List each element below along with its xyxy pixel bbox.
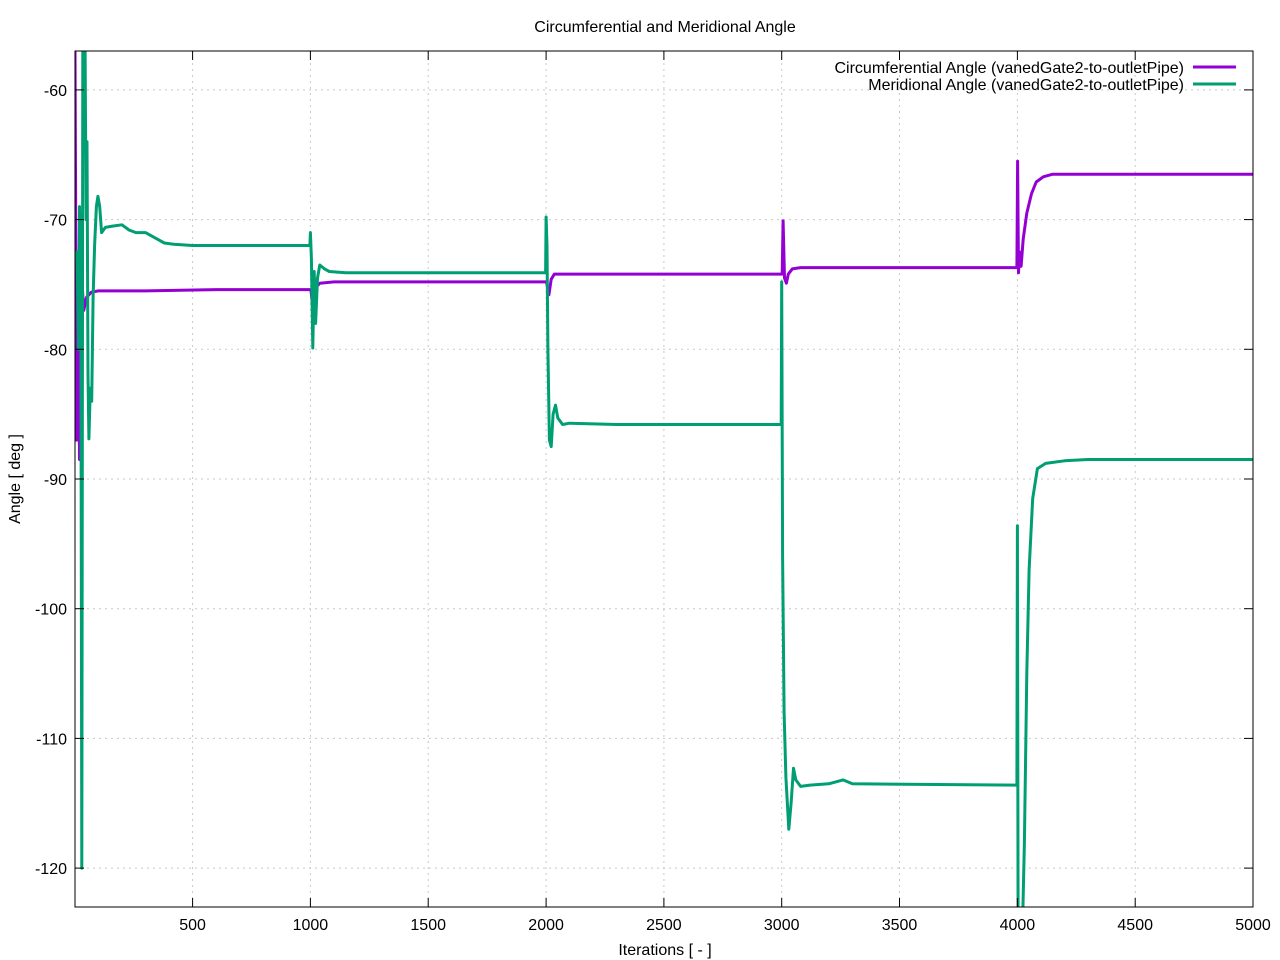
x-tick-label: 3000	[764, 917, 800, 934]
chart-title: Circumferential and Meridional Angle	[534, 19, 796, 36]
y-tick-label: -120	[35, 861, 67, 878]
legend-label: Circumferential Angle (vanedGate2-to-out…	[834, 60, 1184, 77]
x-tick-label: 4000	[1000, 917, 1036, 934]
y-tick-label: -100	[35, 602, 67, 619]
x-tick-label: 1000	[293, 917, 329, 934]
x-axis-title: Iterations [ - ]	[618, 942, 711, 959]
x-tick-label: 2000	[528, 917, 564, 934]
y-tick-label: -60	[44, 83, 67, 100]
y-tick-label: -70	[44, 213, 67, 230]
ticks: 500 1000 1500 2000 2500 3000 3500 4000 4500 5000 -…	[35, 51, 1271, 934]
y-axis-title: Angle [ deg ]	[7, 434, 24, 524]
x-tick-label: 2500	[646, 917, 682, 934]
y-tick-label: -90	[44, 472, 67, 489]
x-tick-label: 1500	[410, 917, 446, 934]
y-tick-label: -80	[44, 342, 67, 359]
series-line-circumferential	[75, 51, 1253, 461]
grid	[75, 51, 1254, 907]
x-tick-label: 3500	[882, 917, 918, 934]
x-tick-label: 5000	[1235, 917, 1271, 934]
series-line-meridional	[75, 51, 1253, 907]
legend: Circumferential Angle (vanedGate2-to-out…	[834, 60, 1236, 94]
series-layer	[75, 51, 1253, 907]
x-tick-label: 4500	[1117, 917, 1153, 934]
legend-label: Meridional Angle (vanedGate2-to-outletPi…	[868, 77, 1184, 94]
x-tick-label: 500	[179, 917, 206, 934]
y-tick-label: -110	[36, 731, 67, 748]
